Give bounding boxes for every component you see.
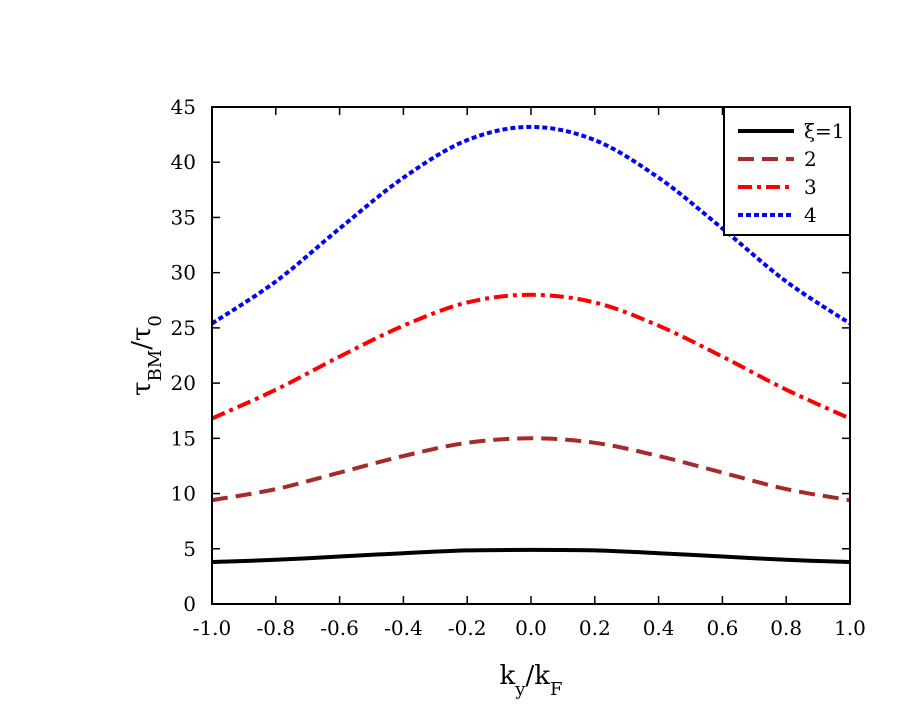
legend: ξ=1 2 3 4 (723, 106, 851, 236)
series-line-3 (211, 292, 851, 421)
y-tick-label: 0 (183, 592, 196, 616)
x-tick-label: -0.8 (257, 616, 296, 640)
legend-label-3: 3 (804, 175, 817, 199)
x-tick-label: 0.6 (706, 616, 738, 640)
legend-label-2: 2 (804, 147, 817, 171)
y-tick-label: 5 (183, 537, 196, 561)
x-tick-label: 0.2 (579, 616, 611, 640)
x-tick-label: 0.8 (770, 616, 802, 640)
ticks-layer: -1.0 -0.8 -0.6 -0.4 -0.2 0.0 0.2 0.4 0.6 0.8 1.0 0 5… (171, 95, 866, 640)
x-tick-label: 0.0 (515, 616, 547, 640)
x-tick-label: -0.4 (384, 616, 423, 640)
series-layer (210, 124, 852, 564)
axis-labels: ky/kF τBM/τ0 (127, 315, 562, 699)
y-tick-label: 20 (171, 371, 196, 395)
series-line-4 (210, 124, 852, 326)
x-axis-label: ky/kF (500, 661, 563, 700)
y-tick-label: 45 (171, 95, 196, 119)
x-tick-label: 0.4 (643, 616, 675, 640)
series-line-1 (211, 547, 851, 564)
y-tick-label: 30 (171, 261, 196, 285)
y-tick-label: 40 (171, 150, 196, 174)
y-tick-label: 10 (171, 482, 196, 506)
x-tick-label: -0.2 (448, 616, 487, 640)
y-tick-label: 15 (171, 426, 196, 450)
y-tick-label: 25 (171, 316, 196, 340)
y-axis-label: τBM/τ0 (127, 315, 166, 396)
x-tick-label: -1.0 (193, 616, 232, 640)
x-tick-label: 1.0 (834, 616, 866, 640)
legend-label-4: 4 (804, 203, 817, 227)
y-tick-label: 35 (171, 205, 196, 229)
x-tick-label: -0.6 (320, 616, 359, 640)
legend-label-1: ξ=1 (804, 119, 845, 143)
series-line-2 (211, 436, 851, 503)
